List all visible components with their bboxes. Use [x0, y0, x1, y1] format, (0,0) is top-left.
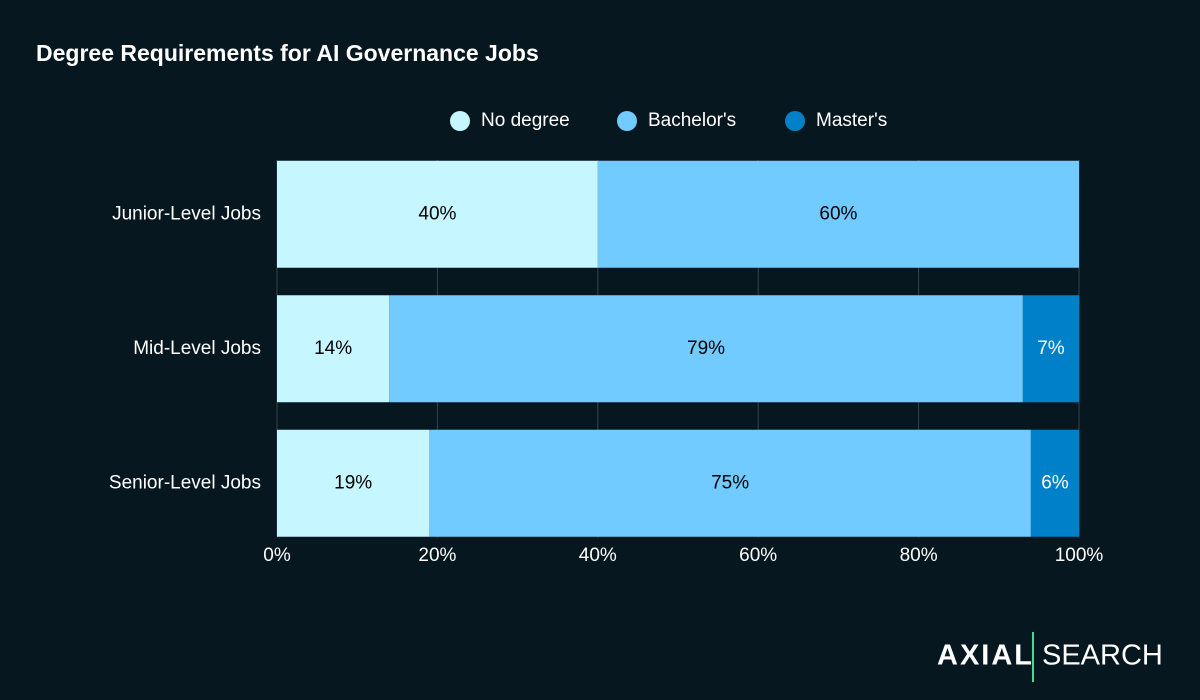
x-tick-label: 100%: [1055, 545, 1104, 566]
legend-label: No degree: [481, 110, 570, 131]
logo-right: SEARCH: [1042, 640, 1163, 672]
x-tick-label: 80%: [900, 545, 938, 566]
data-label: 19%: [334, 472, 372, 493]
y-tick-label: Junior-Level Jobs: [112, 203, 261, 224]
logo-left: AXIAL: [937, 640, 1034, 672]
bar-segment: [1030, 429, 1079, 537]
bar-segment: [1022, 295, 1079, 403]
data-label: 79%: [687, 338, 725, 359]
legend-label: Bachelor's: [648, 110, 736, 131]
y-tick-label: Mid-Level Jobs: [133, 338, 261, 359]
bar-segment: [277, 295, 390, 403]
bars: 40% 60% 14% 79% 7% 19% 75% 6%: [277, 160, 1079, 537]
data-label: 6%: [1041, 472, 1069, 493]
bar-segment: [389, 295, 1023, 403]
y-tick-label: Senior-Level Jobs: [109, 472, 261, 493]
legend-swatch: [450, 111, 470, 131]
bar-segment: [429, 429, 1031, 537]
bar-segment: [597, 160, 1079, 268]
x-tick-label: 0%: [263, 545, 291, 566]
x-tick-label: 60%: [739, 545, 777, 566]
data-label: 75%: [711, 472, 749, 493]
x-tick-label: 20%: [418, 545, 456, 566]
bar-segment: [277, 429, 430, 537]
data-label: 60%: [819, 203, 857, 224]
legend-swatch: [785, 111, 805, 131]
data-label: 14%: [314, 338, 352, 359]
x-tick-label: 40%: [579, 545, 617, 566]
chart-title: Degree Requirements for AI Governance Jo…: [36, 40, 539, 66]
data-label: 7%: [1037, 338, 1065, 359]
legend-label: Master's: [816, 110, 887, 131]
legend-swatch: [617, 111, 637, 131]
bar-segment: [277, 160, 598, 268]
data-label: 40%: [418, 203, 456, 224]
